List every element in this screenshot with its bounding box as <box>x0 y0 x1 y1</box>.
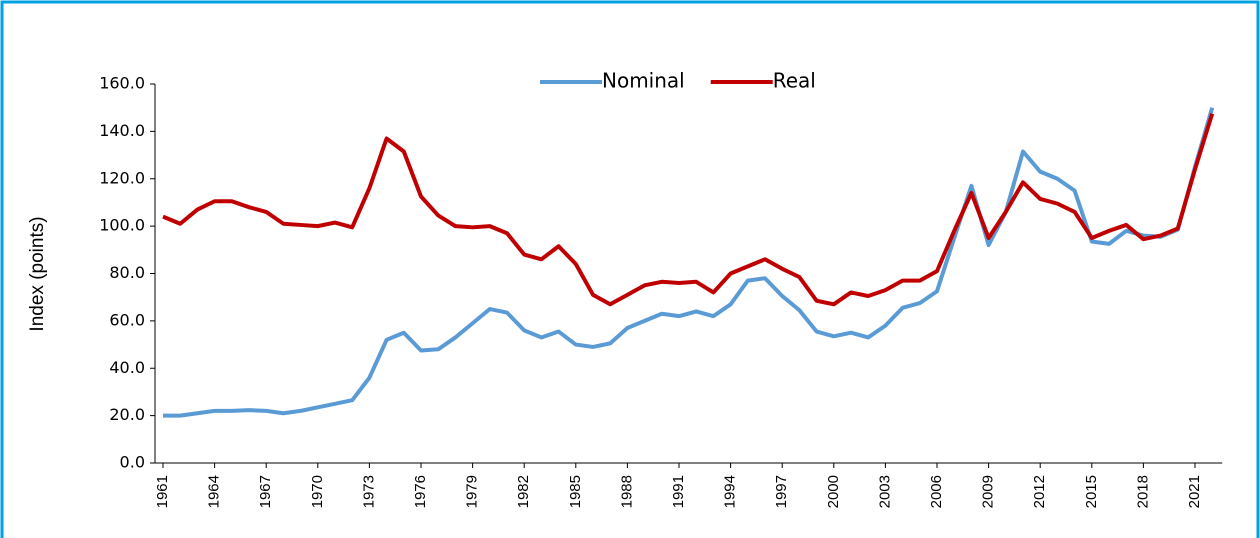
x-tick-label: 1988 <box>618 475 635 508</box>
x-tick-label: 1991 <box>670 475 687 508</box>
y-tick-label: 160.0 <box>99 74 145 93</box>
y-tick-label: 20.0 <box>109 405 145 424</box>
y-tick-label: 100.0 <box>99 216 145 235</box>
legend-label: Real <box>773 69 816 93</box>
x-tick-label: 1976 <box>412 475 429 508</box>
legend-label: Nominal <box>602 69 685 93</box>
y-tick-label: 0.0 <box>120 453 145 472</box>
y-axis-label: Index (points) <box>27 216 48 331</box>
line <box>163 107 1215 418</box>
x-tick-label: 1964 <box>206 475 223 508</box>
y-tick-label: 40.0 <box>109 358 145 377</box>
y-tick-label: 80.0 <box>109 263 145 282</box>
x-tick-label: 2012 <box>1031 475 1048 508</box>
y-tick-label: 120.0 <box>99 168 145 187</box>
y-tick-label: 140.0 <box>99 121 145 140</box>
x-tick-label: 2015 <box>1083 475 1100 508</box>
x-tick-label: 2018 <box>1134 475 1151 508</box>
x-tick-label: 1961 <box>154 475 171 508</box>
x-tick-label: 1997 <box>773 475 790 508</box>
line <box>162 113 1215 307</box>
x-tick-label: 1979 <box>464 475 481 508</box>
x-tick-label: 1985 <box>567 475 584 508</box>
x-tick-label: 1973 <box>360 475 377 508</box>
x-tick-label: 1967 <box>257 475 274 508</box>
x-tick-label: 2003 <box>876 475 893 508</box>
x-tick-label: 1970 <box>309 475 326 508</box>
x-tick-label: 2000 <box>825 475 842 508</box>
x-tick-label: 2021 <box>1186 475 1203 508</box>
x-tick-label: 2006 <box>928 475 945 508</box>
x-tick-label: 1994 <box>722 475 739 508</box>
x-tick-label: 1982 <box>515 475 532 508</box>
y-tick-label: 60.0 <box>109 310 145 329</box>
x-tick-label: 2009 <box>980 475 997 508</box>
